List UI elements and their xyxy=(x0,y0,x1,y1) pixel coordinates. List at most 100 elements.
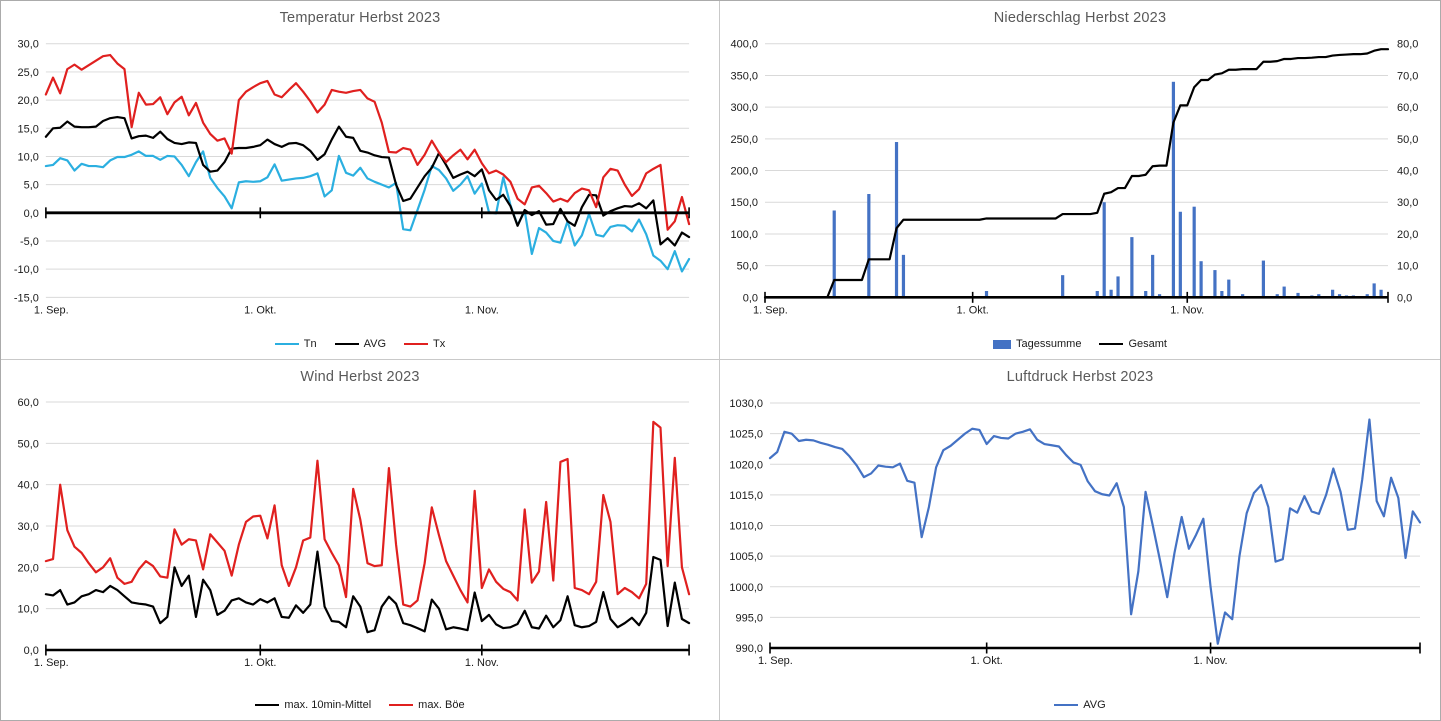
series-max-10min-mittel xyxy=(44,550,691,634)
legend-item-tn: Tn xyxy=(274,338,317,350)
line-legend-marker xyxy=(334,342,359,346)
x-axis xyxy=(769,642,1421,654)
x-axis-labels: 1. Sep. 1. Okt. 1. Nov. xyxy=(758,655,1228,667)
y-axis-labels-left: 30,0 25,0 20,0 15,0 10,0 5,0 0,0 -5,0 -10,0 -15,0 xyxy=(14,39,39,305)
y-tick-label: -10,0 xyxy=(14,264,39,276)
legend-label: max. 10min-Mittel xyxy=(284,699,372,711)
x-axis xyxy=(45,644,690,656)
y-tick-label: 30,0 xyxy=(18,39,39,51)
y-tick-label: 0,0 xyxy=(743,292,758,304)
bar xyxy=(1379,289,1383,298)
y-tick-label: 40,0 xyxy=(18,480,39,492)
bar xyxy=(867,194,871,298)
y-tick-label: 80,0 xyxy=(1397,39,1418,51)
bar xyxy=(1178,211,1182,298)
line-legend-marker xyxy=(255,703,280,707)
y-tick-label: 1005,0 xyxy=(729,551,763,563)
x-tick-label: 1. Sep. xyxy=(753,304,788,316)
precipitation-chart-panel: Niederschlag Herbst 2023 400,0 350,0 300,0… xyxy=(720,1,1440,360)
bar xyxy=(1241,294,1245,298)
wind-chart-panel: Wind Herbst 2023 60,0 50,0 40,0 30,0 20,0 10,… xyxy=(1,360,720,720)
line xyxy=(763,48,1390,299)
y-tick-label: 20,0 xyxy=(18,562,39,574)
precipitation-plot: 400,0 350,0 300,0 250,0 200,0 150,0 100,0 50,0 0… xyxy=(731,39,1419,316)
y-axis-labels-left: 400,0 350,0 300,0 250,0 200,0 150,0 100,0 50,0 0… xyxy=(731,39,758,305)
bar xyxy=(1109,289,1113,298)
x-tick-label: 1. Okt. xyxy=(244,657,276,669)
line xyxy=(44,53,691,231)
y-tick-label: 200,0 xyxy=(731,166,758,178)
y-tick-label: 60,0 xyxy=(18,397,39,409)
y-tick-label: 50,0 xyxy=(18,438,39,450)
x-tick-label: 1. Okt. xyxy=(956,304,988,316)
y-gridlines xyxy=(765,43,1388,298)
y-tick-label: 400,0 xyxy=(731,39,758,51)
bar xyxy=(1331,289,1335,298)
y-tick-label: 30,0 xyxy=(18,521,39,533)
bar xyxy=(1296,292,1300,298)
wind-chart-title: Wind Herbst 2023 xyxy=(300,369,420,385)
bar xyxy=(1144,291,1148,298)
legend-label: Tx xyxy=(433,338,446,350)
precipitation-legend: Tagessumme Gesamt xyxy=(720,338,1440,350)
legend-item-tx: Tx xyxy=(404,338,445,350)
x-tick-label: 1. Okt. xyxy=(970,655,1002,667)
wind-plot: 60,0 50,0 40,0 30,0 20,0 10,0 0,01. Sep. 1. Okt… xyxy=(18,397,691,669)
x-axis-labels: 1. Sep. 1. Okt. 1. Nov. xyxy=(34,657,499,669)
y-tick-label: 1030,0 xyxy=(729,398,763,410)
y-gridlines xyxy=(45,43,690,298)
line xyxy=(44,150,691,273)
y-tick-label: 1025,0 xyxy=(729,429,763,441)
legend-item-avg: AVG xyxy=(334,338,386,350)
bar xyxy=(894,142,899,298)
bar xyxy=(1261,260,1265,298)
legend-item-gesamt: Gesamt xyxy=(1099,338,1167,350)
bar xyxy=(1220,291,1224,298)
y-tick-label: 15,0 xyxy=(18,123,39,135)
legend-label: Tn xyxy=(303,338,317,350)
y-tick-label: 10,0 xyxy=(1397,261,1418,273)
bar xyxy=(1157,294,1162,298)
y-tick-label: 1010,0 xyxy=(729,521,763,533)
y-tick-label: 5,0 xyxy=(24,180,39,192)
line xyxy=(44,420,691,608)
pressure-chart-panel: Luftdruck Herbst 2023 1030,0 1025,0 1020,0… xyxy=(720,360,1440,720)
x-tick-label: 1. Nov. xyxy=(1170,304,1204,316)
y-tick-label: 10,0 xyxy=(18,604,39,616)
y-tick-label: 0,0 xyxy=(24,208,39,220)
temperature-chart-title: Temperatur Herbst 2023 xyxy=(279,10,441,26)
x-tick-label: 1. Nov. xyxy=(1194,655,1228,667)
y-tick-label: 300,0 xyxy=(731,102,758,114)
bar xyxy=(832,210,836,298)
series-avg xyxy=(44,115,691,247)
legend-label: AVG xyxy=(1083,699,1106,711)
y-tick-label: 20,0 xyxy=(18,95,39,107)
bar xyxy=(984,291,989,298)
legend-item-max-10min-mittel: max. 10min-Mittel xyxy=(255,699,371,711)
y-tick-label: 995,0 xyxy=(735,612,763,624)
y-tick-label: 0,0 xyxy=(1397,292,1412,304)
x-axis xyxy=(764,291,1389,303)
bar-legend-marker xyxy=(993,339,1012,349)
bar xyxy=(1213,270,1217,298)
precipitation-chart-title: Niederschlag Herbst 2023 xyxy=(993,10,1167,26)
legend-label: Tagessumme xyxy=(1016,338,1082,350)
y-tick-label: 30,0 xyxy=(1397,197,1418,209)
x-tick-label: 1. Sep. xyxy=(34,657,69,669)
y-tick-label: 0,0 xyxy=(24,645,39,657)
legend-item-avg: AVG xyxy=(1054,699,1106,711)
line-legend-marker xyxy=(1054,703,1079,707)
y-tick-label: 60,0 xyxy=(1397,102,1418,114)
x-axis-labels: 1. Sep. 1. Okt. 1. Nov. xyxy=(34,304,499,316)
line-legend-marker xyxy=(1099,342,1124,346)
series-gesamt xyxy=(763,48,1390,299)
pressure-plot: 1030,0 1025,0 1020,0 1015,0 1010,0 1005,0 1000… xyxy=(729,398,1422,667)
legend-label: Gesamt xyxy=(1128,338,1167,350)
temperature-plot: 30,0 25,0 20,0 15,0 10,0 5,0 0,0 -5,0 -10,0 -15,0… xyxy=(14,39,691,316)
temperature-chart-panel: Temperatur Herbst 2023 30,0 25,0 20,0 15,0 1… xyxy=(1,1,720,360)
y-tick-label: 10,0 xyxy=(18,151,39,163)
y-tick-label: 1000,0 xyxy=(729,582,763,594)
legend-item-max-b-e: max. Böe xyxy=(389,699,465,711)
y-tick-label: 20,0 xyxy=(1397,229,1418,241)
y-gridlines xyxy=(770,402,1420,649)
